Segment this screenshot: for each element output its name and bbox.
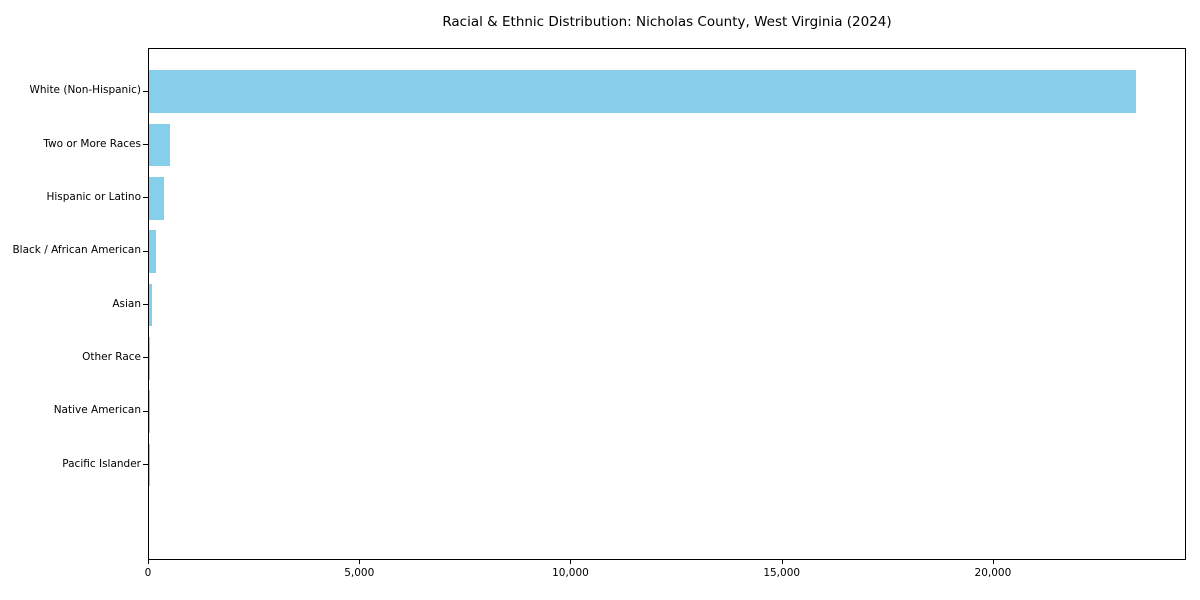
x-tick-0 bbox=[148, 560, 149, 564]
y-tick-label-other-race: Other Race bbox=[82, 350, 141, 363]
bar-asian bbox=[149, 283, 152, 327]
y-tick-label-black-african-american: Black / African American bbox=[12, 244, 141, 257]
x-tick-label-5000: 5,000 bbox=[344, 567, 375, 579]
y-tick-two-or-more-races bbox=[143, 144, 148, 145]
bar-white-non-hispanic bbox=[149, 70, 1136, 113]
x-tick-20000 bbox=[992, 560, 994, 564]
x-tick-label-10000: 10,000 bbox=[552, 567, 589, 579]
y-tick-pacific-islander bbox=[143, 464, 148, 465]
y-tick-label-native-american: Native American bbox=[53, 404, 141, 417]
y-tick-black-african-american bbox=[143, 250, 148, 252]
bar-hispanic-or-latino bbox=[149, 177, 165, 220]
y-tick-hispanic-or-latino bbox=[143, 197, 148, 199]
bar-two-or-more-races bbox=[149, 123, 171, 167]
y-tick-label-white-non-hispanic: White (Non-Hispanic) bbox=[29, 84, 141, 97]
y-tick-other-race bbox=[143, 357, 148, 359]
y-tick-label-hispanic-or-latino: Hispanic or Latino bbox=[46, 190, 141, 203]
x-tick-label-20000: 20,000 bbox=[974, 567, 1012, 579]
x-tick-15000 bbox=[781, 560, 783, 564]
x-tick-label-0: 0 bbox=[144, 567, 152, 579]
y-tick-white-non-hispanic bbox=[143, 90, 148, 92]
x-tick-10000 bbox=[570, 560, 572, 564]
y-tick-asian bbox=[143, 304, 148, 305]
y-tick-label-asian: Asian bbox=[112, 297, 141, 310]
chart-title: Racial & Ethnic Distribution: Nicholas C… bbox=[442, 14, 892, 30]
plot-area bbox=[148, 48, 1186, 560]
bar-black-african-american bbox=[149, 230, 156, 273]
y-tick-label-two-or-more-races: Two or More Races bbox=[43, 137, 141, 150]
bar-native-american bbox=[149, 390, 150, 433]
x-tick-label-15000: 15,000 bbox=[763, 567, 801, 579]
bar-other-race bbox=[149, 337, 150, 380]
y-tick-label-pacific-islander: Pacific Islander bbox=[62, 457, 141, 470]
y-tick-native-american bbox=[143, 410, 148, 412]
x-tick-5000 bbox=[359, 560, 361, 564]
